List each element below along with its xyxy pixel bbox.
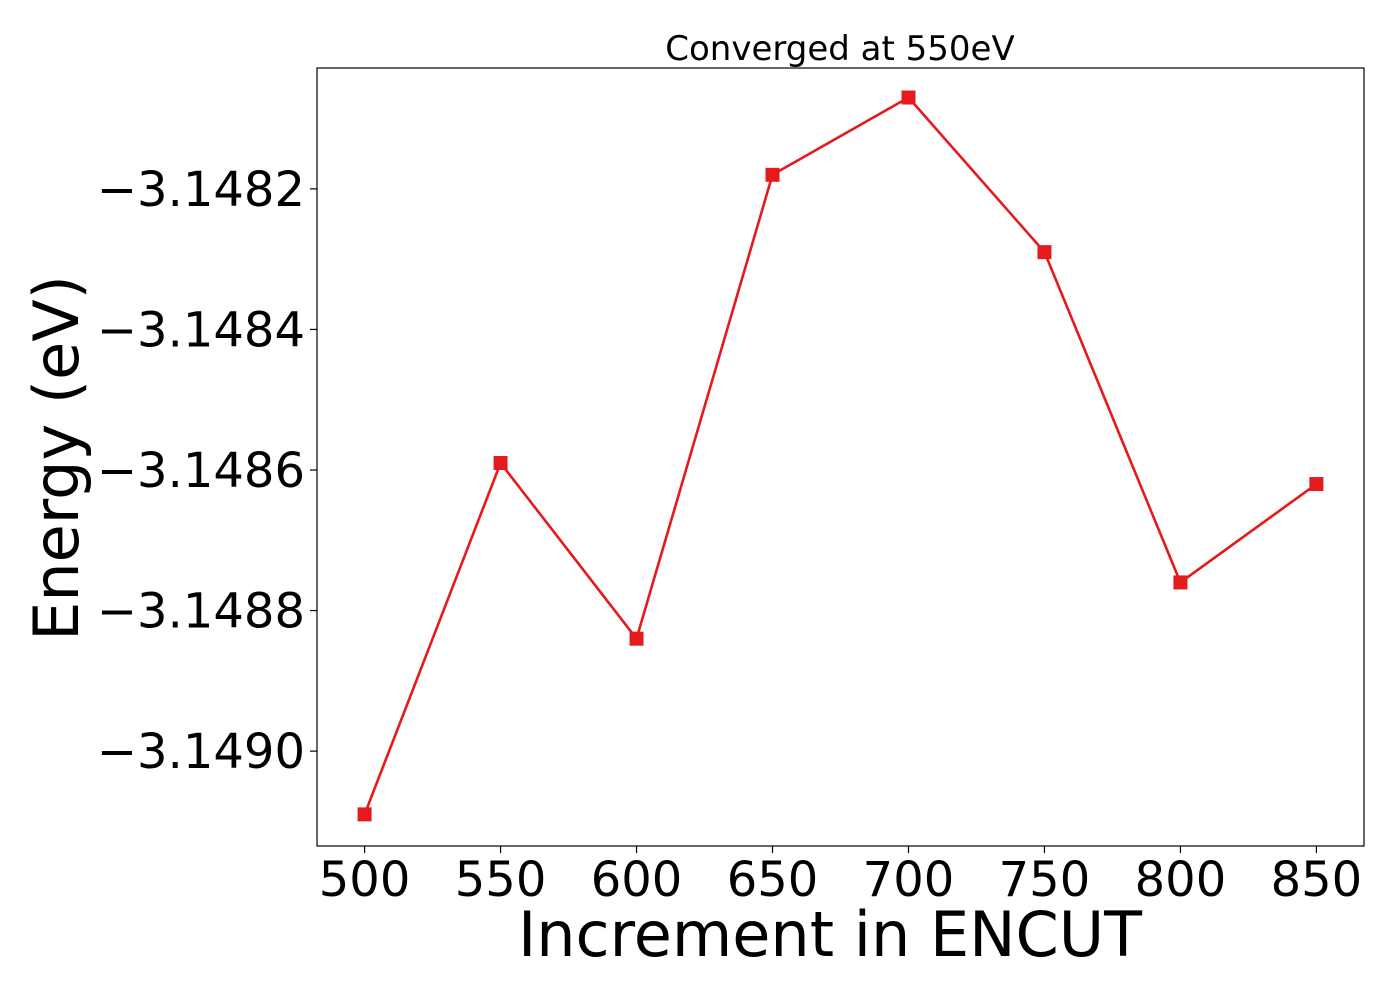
data-point-marker bbox=[1309, 477, 1324, 492]
x-tick-label: 700 bbox=[863, 852, 955, 908]
y-tick-label: −3.1486 bbox=[97, 443, 305, 499]
series-line bbox=[363, 96, 1318, 815]
data-point-marker bbox=[1173, 575, 1188, 590]
data-point-marker bbox=[629, 631, 644, 646]
y-tick-label: −3.1488 bbox=[97, 584, 305, 640]
x-tick-label: 800 bbox=[1135, 852, 1227, 908]
y-axis-ticks: −3.1482 −3.1484 −3.1486 −3.1488 −3.1490 bbox=[97, 162, 317, 780]
data-point-marker bbox=[1037, 245, 1052, 260]
y-tick-label: −3.1484 bbox=[97, 302, 305, 358]
y-axis-label: Energy (eV) bbox=[20, 275, 93, 641]
x-tick-label: 550 bbox=[455, 852, 547, 908]
x-tick-label: 600 bbox=[591, 852, 683, 908]
series-layer bbox=[357, 90, 1324, 822]
data-point-marker bbox=[357, 807, 372, 822]
y-tick-label: −3.1490 bbox=[97, 724, 305, 780]
x-tick-label: 650 bbox=[727, 852, 819, 908]
y-tick-label: −3.1482 bbox=[97, 162, 305, 218]
x-tick-label: 750 bbox=[999, 852, 1091, 908]
x-axis-ticks: 500 550 600 650 700 750 800 850 bbox=[319, 846, 1362, 908]
x-tick-label: 850 bbox=[1271, 852, 1363, 908]
x-axis-label: Increment in ENCUT bbox=[518, 898, 1143, 971]
data-point-marker bbox=[765, 167, 780, 182]
data-point-marker bbox=[493, 455, 508, 470]
data-point-marker bbox=[901, 90, 916, 105]
x-tick-label: 500 bbox=[319, 852, 411, 908]
chart-title: Converged at 550eV bbox=[665, 29, 1014, 69]
plot-area bbox=[316, 67, 1365, 847]
